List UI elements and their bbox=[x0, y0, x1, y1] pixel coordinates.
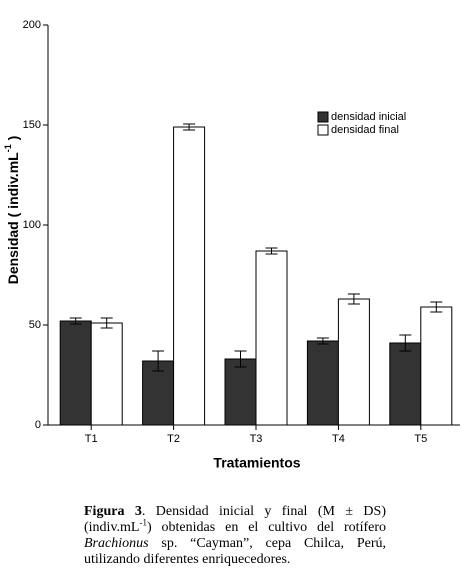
caption: Figura 3. Densidad inicial y final (M ± … bbox=[84, 504, 386, 568]
error-bar bbox=[316, 337, 329, 345]
caption-label: Figura 3 bbox=[84, 504, 142, 519]
legend-swatch bbox=[317, 124, 329, 136]
bar bbox=[224, 358, 257, 426]
bar bbox=[90, 322, 123, 426]
error-bar bbox=[183, 123, 196, 131]
x-tick-label: T2 bbox=[167, 433, 180, 445]
x-tick-label: T5 bbox=[414, 433, 427, 445]
caption-text: sp. “Cayman”, cepa Chilca, Perú, utiliza… bbox=[84, 536, 386, 567]
bar bbox=[59, 320, 92, 426]
legend-label: densidad final bbox=[331, 124, 399, 136]
bar bbox=[389, 342, 422, 426]
error-bar bbox=[399, 334, 412, 352]
legend-label: densidad inicial bbox=[331, 111, 406, 123]
bar bbox=[420, 306, 453, 426]
y-tick-label: 150 bbox=[23, 119, 41, 131]
error-bar bbox=[69, 317, 82, 325]
x-axis-label: Tratamientos bbox=[213, 455, 300, 471]
error-bar bbox=[234, 350, 247, 368]
y-tick-label: 50 bbox=[29, 319, 41, 331]
chart: Densidad ( indiv.mL-1 ) Tratamientos 0 50… bbox=[3, 19, 460, 471]
x-tick-label: T4 bbox=[332, 433, 345, 445]
x-tick-label: T1 bbox=[85, 433, 98, 445]
y-tick-label: 100 bbox=[23, 219, 41, 231]
caption-text: ) obtenidas en el cultivo del rotífero bbox=[146, 520, 386, 535]
bar bbox=[142, 360, 175, 426]
bar bbox=[306, 340, 339, 426]
y-tick-label: 200 bbox=[23, 19, 41, 31]
bar bbox=[337, 298, 370, 426]
error-bar bbox=[152, 350, 165, 372]
y-axis-label: Densidad ( indiv.mL-1 ) bbox=[3, 136, 20, 285]
error-bar bbox=[347, 293, 360, 305]
y-label-part: Densidad ( indiv.mL bbox=[5, 152, 21, 284]
y-tick-label: 0 bbox=[35, 419, 41, 431]
error-bar bbox=[100, 317, 113, 329]
caption-species: Brachionus bbox=[84, 536, 149, 551]
legend-swatch bbox=[317, 111, 329, 123]
bar bbox=[255, 250, 288, 426]
bar bbox=[173, 126, 206, 426]
error-bar bbox=[430, 301, 443, 313]
error-bar bbox=[265, 247, 278, 255]
x-tick-label: T3 bbox=[250, 433, 263, 445]
caption-text: . Densidad inicial y final (M ± DS) (ind… bbox=[84, 504, 386, 535]
y-label-part: ) bbox=[5, 136, 21, 145]
y-label-sup: -1 bbox=[3, 144, 13, 152]
caption-sup: -1 bbox=[139, 517, 147, 528]
